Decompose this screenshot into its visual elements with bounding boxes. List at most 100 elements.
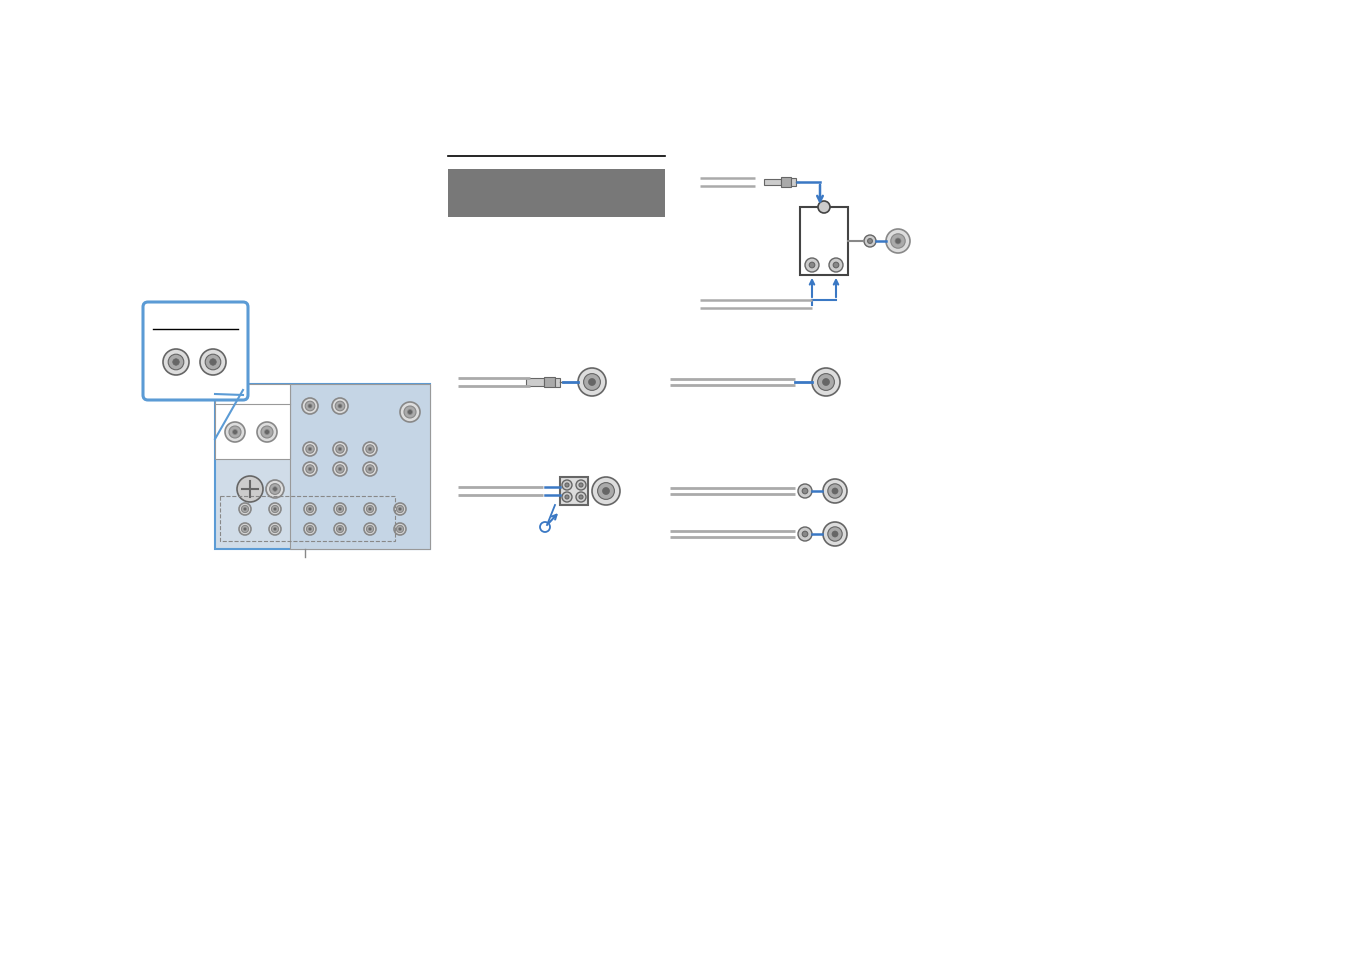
Circle shape [305, 402, 315, 412]
Circle shape [305, 465, 315, 474]
Circle shape [576, 493, 586, 502]
Circle shape [303, 462, 317, 476]
Bar [800, 208, 848, 275]
Circle shape [366, 526, 374, 533]
Circle shape [308, 468, 312, 471]
Circle shape [363, 523, 376, 536]
Circle shape [834, 263, 839, 269]
Circle shape [823, 379, 830, 386]
Circle shape [308, 448, 312, 452]
Circle shape [334, 523, 346, 536]
Circle shape [363, 503, 376, 516]
Circle shape [828, 484, 842, 498]
Circle shape [304, 523, 316, 536]
Circle shape [369, 468, 372, 471]
Circle shape [400, 402, 420, 422]
Circle shape [336, 465, 345, 474]
Circle shape [562, 493, 571, 502]
Circle shape [339, 508, 342, 511]
Circle shape [273, 508, 277, 511]
Circle shape [335, 402, 345, 412]
Circle shape [805, 258, 819, 273]
Bar [781, 177, 790, 188]
Circle shape [338, 468, 342, 471]
Circle shape [565, 496, 569, 499]
Circle shape [823, 479, 847, 503]
Circle shape [584, 375, 600, 391]
Circle shape [394, 503, 407, 516]
Circle shape [867, 239, 873, 244]
Circle shape [169, 355, 184, 371]
Circle shape [232, 430, 238, 435]
Circle shape [865, 235, 875, 248]
Circle shape [603, 488, 609, 495]
Circle shape [369, 508, 372, 511]
Circle shape [336, 526, 343, 533]
Circle shape [273, 528, 277, 531]
Circle shape [802, 532, 808, 537]
Circle shape [266, 480, 284, 498]
Circle shape [886, 230, 911, 253]
Bar [220, 497, 394, 541]
Circle shape [363, 462, 377, 476]
Circle shape [273, 487, 277, 492]
Circle shape [272, 526, 278, 533]
Circle shape [261, 427, 273, 438]
Bar [290, 385, 430, 550]
FancyBboxPatch shape [143, 303, 249, 400]
Circle shape [817, 202, 830, 213]
Circle shape [226, 422, 245, 442]
Circle shape [823, 522, 847, 546]
Circle shape [334, 503, 346, 516]
Circle shape [339, 528, 342, 531]
Circle shape [308, 528, 312, 531]
Circle shape [894, 239, 901, 245]
Circle shape [269, 503, 281, 516]
Circle shape [332, 442, 347, 456]
Circle shape [832, 532, 838, 537]
Circle shape [265, 430, 269, 435]
Circle shape [243, 508, 246, 511]
Circle shape [307, 506, 313, 513]
Circle shape [832, 489, 838, 495]
Circle shape [363, 442, 377, 456]
Circle shape [394, 523, 407, 536]
Circle shape [798, 484, 812, 498]
Circle shape [580, 483, 584, 488]
Bar [544, 377, 555, 388]
Circle shape [308, 405, 312, 409]
Circle shape [366, 465, 374, 474]
Circle shape [209, 359, 216, 366]
Circle shape [304, 503, 316, 516]
Bar [215, 385, 290, 459]
Circle shape [408, 410, 412, 416]
Circle shape [173, 359, 180, 366]
Circle shape [366, 445, 374, 454]
Circle shape [592, 477, 620, 505]
Circle shape [272, 506, 278, 513]
Circle shape [828, 527, 842, 541]
Bar [215, 385, 430, 550]
Circle shape [369, 528, 372, 531]
Bar [555, 378, 561, 387]
Circle shape [336, 445, 345, 454]
Circle shape [230, 427, 240, 438]
Circle shape [580, 496, 584, 499]
Circle shape [269, 523, 281, 536]
Circle shape [332, 462, 347, 476]
Circle shape [303, 398, 317, 415]
Circle shape [396, 526, 404, 533]
Circle shape [366, 506, 374, 513]
Circle shape [802, 489, 808, 495]
Circle shape [332, 398, 349, 415]
Circle shape [163, 350, 189, 375]
Circle shape [242, 526, 249, 533]
Circle shape [798, 527, 812, 541]
Circle shape [270, 484, 281, 495]
Circle shape [396, 506, 404, 513]
Circle shape [812, 369, 840, 396]
Circle shape [336, 506, 343, 513]
Circle shape [305, 445, 315, 454]
Circle shape [809, 263, 815, 269]
Circle shape [257, 422, 277, 442]
